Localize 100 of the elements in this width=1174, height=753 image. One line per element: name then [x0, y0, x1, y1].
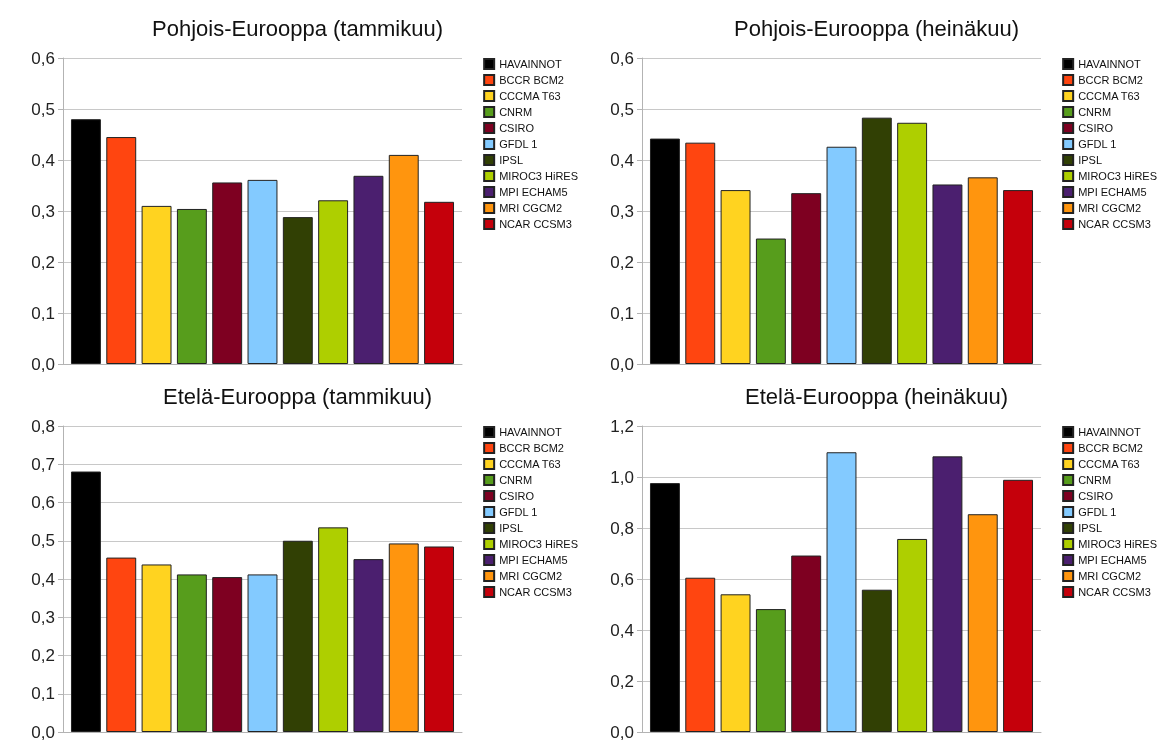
- y-tick-label: 0,3: [610, 201, 634, 221]
- y-tick-label: 0,6: [610, 48, 634, 68]
- legend-label: CSIRO: [499, 122, 535, 134]
- legend-label: NCAR CCSM3: [499, 586, 572, 598]
- legend-label: GFDL 1: [1078, 138, 1117, 150]
- y-tick-label: 0,0: [610, 354, 634, 374]
- y-tick-label: 0,2: [610, 252, 634, 272]
- y-tick-label: 0,4: [31, 569, 55, 589]
- bar: [932, 456, 963, 732]
- y-tick-label: 0,8: [31, 416, 55, 436]
- bar: [70, 119, 101, 364]
- y-tick-label: 0,4: [610, 620, 634, 640]
- y-tick-label: 0,5: [610, 99, 634, 119]
- bar: [685, 142, 716, 364]
- y-tick-label: 0,8: [610, 518, 634, 538]
- bar: [141, 205, 172, 364]
- y-tick-label: 0,3: [31, 607, 55, 627]
- bar: [106, 557, 137, 732]
- bar: [861, 117, 892, 364]
- bar: [932, 184, 963, 364]
- legend-label: MRI CGCM2: [499, 570, 563, 582]
- bar: [388, 154, 419, 364]
- y-tick-label: 0,1: [31, 684, 55, 704]
- bar: [318, 200, 349, 364]
- y-tick-label: 1,2: [610, 416, 634, 436]
- bar: [176, 208, 207, 364]
- bar: [106, 137, 137, 364]
- bar: [247, 574, 278, 732]
- legend-label: CSIRO: [1078, 490, 1114, 502]
- bar: [282, 217, 313, 364]
- legend-label: GFDL 1: [499, 506, 538, 518]
- bar: [861, 589, 892, 732]
- y-tick-label: 0,4: [31, 150, 55, 170]
- bar: [685, 577, 716, 732]
- y-tick-label: 0,5: [31, 99, 55, 119]
- legend-label: IPSL: [1078, 154, 1103, 166]
- legend-label: NCAR CCSM3: [1078, 218, 1151, 230]
- bar: [176, 574, 207, 732]
- legend-label: CNRM: [1078, 106, 1112, 118]
- bar: [353, 559, 384, 732]
- legend-label: MPI ECHAM5: [1078, 554, 1147, 566]
- bar: [318, 527, 349, 732]
- bar: [967, 177, 998, 364]
- y-tick-label: 0,5: [31, 531, 55, 551]
- legend-label: MRI CGCM2: [1078, 570, 1142, 582]
- legend-label: CNRM: [1078, 474, 1112, 486]
- bar: [755, 609, 786, 732]
- legend-label: CSIRO: [1078, 122, 1114, 134]
- bar: [720, 594, 751, 732]
- legend-label: HAVAINNOT: [499, 58, 562, 70]
- y-tick-label: 0,6: [610, 569, 634, 589]
- legend-label: HAVAINNOT: [1078, 426, 1141, 438]
- legend-label: BCCR BCM2: [1078, 442, 1143, 454]
- bar: [649, 483, 680, 732]
- bar: [755, 238, 786, 364]
- legend-label: MIROC3 HiRES: [1078, 538, 1157, 550]
- legend-label: NCAR CCSM3: [1078, 586, 1151, 598]
- bar: [424, 546, 455, 732]
- legend-label: CCCMA T63: [499, 458, 561, 470]
- bar: [791, 555, 822, 732]
- legend-label: BCCR BCM2: [499, 442, 564, 454]
- bar: [1003, 190, 1034, 364]
- bar: [388, 543, 419, 732]
- bar: [424, 201, 455, 364]
- legend-label: BCCR BCM2: [1078, 74, 1143, 86]
- y-tick-label: 0,0: [610, 722, 634, 742]
- legend-label: MRI CGCM2: [499, 202, 563, 214]
- y-tick-label: 0,0: [31, 722, 55, 742]
- legend-label: HAVAINNOT: [499, 426, 562, 438]
- bar: [141, 564, 172, 732]
- legend-label: HAVAINNOT: [1078, 58, 1141, 70]
- y-tick-label: 0,2: [31, 646, 55, 665]
- legend-label: MIROC3 HiRES: [499, 538, 578, 550]
- y-tick-label: 0,4: [610, 150, 634, 170]
- legend-label: MPI ECHAM5: [1078, 186, 1147, 198]
- y-tick-label: 0,2: [610, 671, 634, 691]
- bar: [212, 577, 243, 732]
- chart-title: Pohjois-Eurooppa (heinäkuu): [734, 15, 1019, 41]
- bar: [720, 190, 751, 364]
- legend-label: MPI ECHAM5: [499, 186, 568, 198]
- bar: [282, 540, 313, 732]
- legend-label: NCAR CCSM3: [499, 218, 572, 230]
- bar: [247, 179, 278, 364]
- legend-label: IPSL: [1078, 522, 1103, 534]
- legend-label: CNRM: [499, 474, 533, 486]
- bar: [826, 452, 857, 732]
- chart-title: Etelä-Eurooppa (heinäkuu): [745, 383, 1008, 409]
- legend-label: CSIRO: [499, 490, 535, 502]
- legend-label: GFDL 1: [1078, 506, 1117, 518]
- legend-label: GFDL 1: [499, 138, 538, 150]
- bar: [826, 146, 857, 364]
- y-tick-label: 0,2: [31, 252, 55, 272]
- legend-label: CCCMA T63: [1078, 90, 1140, 102]
- bar: [353, 175, 384, 364]
- bar: [897, 538, 928, 732]
- bar: [897, 122, 928, 364]
- bar: [70, 471, 101, 732]
- bar: [212, 182, 243, 364]
- bar: [649, 138, 680, 364]
- y-tick-label: 0,1: [31, 303, 55, 323]
